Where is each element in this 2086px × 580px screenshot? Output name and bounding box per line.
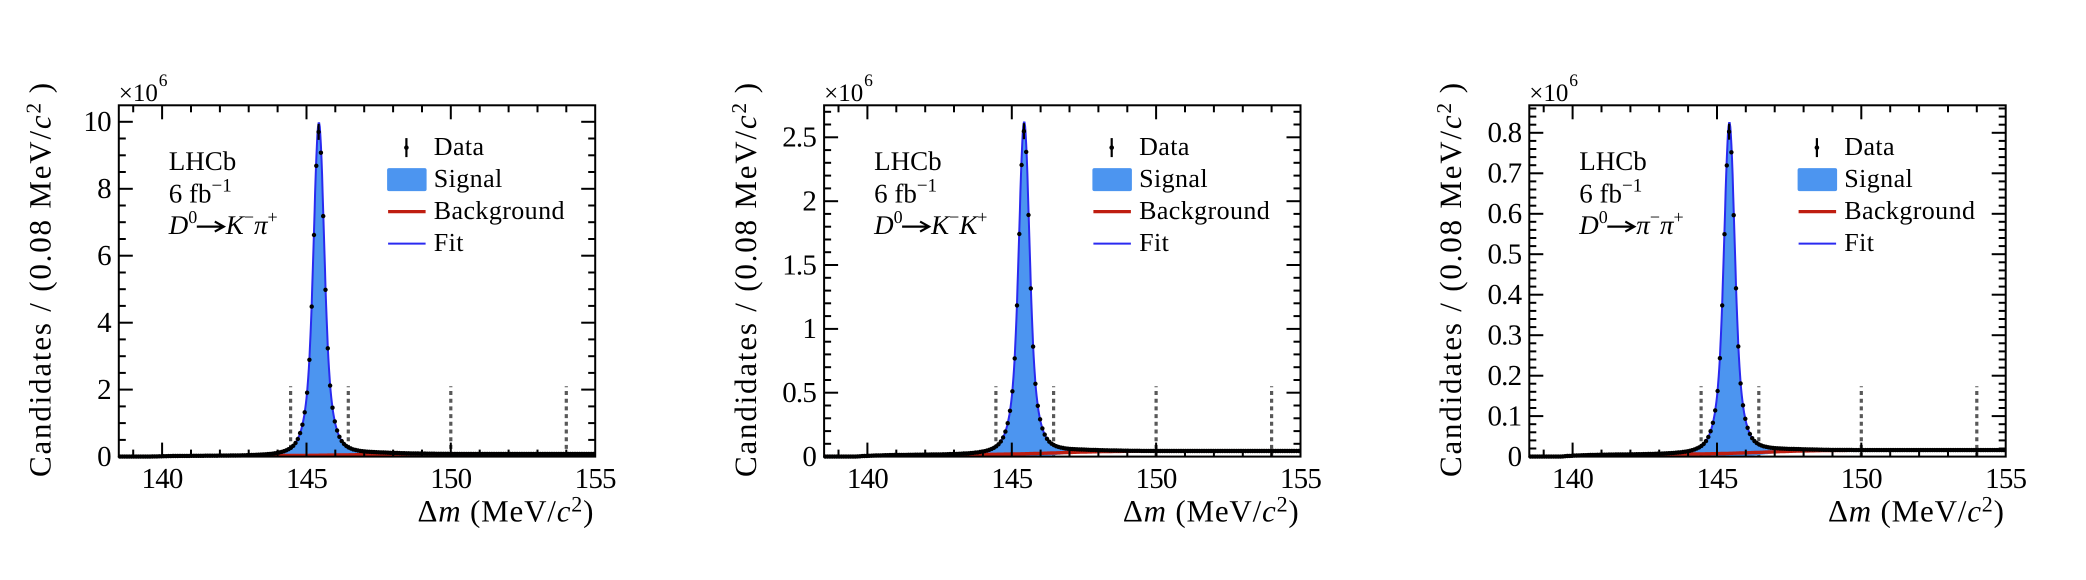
svg-text:Candidates / (0.08 MeV/c2 ): Candidates / (0.08 MeV/c2 ) bbox=[22, 81, 58, 477]
svg-text:155: 155 bbox=[575, 463, 616, 495]
svg-text:145: 145 bbox=[1696, 463, 1737, 495]
svg-text:0.2: 0.2 bbox=[1487, 360, 1521, 392]
svg-text:2: 2 bbox=[97, 374, 111, 406]
svg-text:1.5: 1.5 bbox=[782, 249, 816, 281]
svg-text:Signal: Signal bbox=[1844, 164, 1913, 193]
svg-text:K−K+: K−K+ bbox=[930, 207, 987, 240]
svg-text:6: 6 bbox=[97, 240, 111, 272]
svg-text:D0: D0 bbox=[1578, 207, 1608, 240]
svg-text:Fit: Fit bbox=[434, 228, 464, 257]
svg-text:0.5: 0.5 bbox=[1487, 239, 1521, 271]
svg-text:6: 6 bbox=[864, 70, 873, 90]
svg-text:×10: ×10 bbox=[824, 80, 863, 107]
svg-text:140: 140 bbox=[1552, 463, 1593, 495]
svg-text:Background: Background bbox=[1139, 196, 1270, 225]
svg-text:0.8: 0.8 bbox=[1487, 117, 1521, 149]
svg-text:×10: ×10 bbox=[1529, 80, 1568, 107]
svg-text:LHCb: LHCb bbox=[1579, 146, 1647, 176]
svg-text:Δm (MeV/c2): Δm (MeV/c2) bbox=[418, 492, 595, 529]
svg-text:Signal: Signal bbox=[1139, 164, 1208, 193]
svg-text:0.3: 0.3 bbox=[1487, 320, 1521, 352]
svg-text:1: 1 bbox=[802, 313, 816, 345]
svg-text:Data: Data bbox=[1139, 132, 1190, 161]
svg-text:Δm (MeV/c2): Δm (MeV/c2) bbox=[1828, 492, 2005, 529]
svg-text:Data: Data bbox=[1844, 132, 1895, 161]
svg-text:150: 150 bbox=[430, 463, 471, 495]
svg-text:6: 6 bbox=[1569, 70, 1578, 90]
svg-text:0: 0 bbox=[97, 441, 111, 473]
svg-text:140: 140 bbox=[847, 463, 888, 495]
svg-text:Candidates / (0.08 MeV/c2 ): Candidates / (0.08 MeV/c2 ) bbox=[1432, 81, 1468, 477]
svg-text:8: 8 bbox=[97, 173, 111, 205]
svg-text:6: 6 bbox=[159, 70, 168, 90]
svg-text:0.7: 0.7 bbox=[1487, 158, 1521, 190]
svg-text:145: 145 bbox=[286, 463, 327, 495]
svg-text:K−π+: K−π+ bbox=[225, 207, 278, 240]
svg-text:145: 145 bbox=[991, 463, 1032, 495]
svg-text:Candidates / (0.08 MeV/c2 ): Candidates / (0.08 MeV/c2 ) bbox=[727, 81, 763, 477]
svg-text:10: 10 bbox=[83, 106, 111, 138]
svg-text:Δm (MeV/c2): Δm (MeV/c2) bbox=[1123, 492, 1300, 529]
svg-text:Data: Data bbox=[434, 132, 485, 161]
svg-text:0.6: 0.6 bbox=[1487, 198, 1521, 230]
svg-text:π−π+: π−π+ bbox=[1636, 207, 1683, 240]
svg-text:Fit: Fit bbox=[1844, 228, 1874, 257]
svg-text:2.5: 2.5 bbox=[782, 122, 816, 154]
svg-text:Fit: Fit bbox=[1139, 228, 1169, 257]
svg-text:0: 0 bbox=[1508, 441, 1522, 473]
svg-text:Background: Background bbox=[434, 196, 565, 225]
svg-text:0.5: 0.5 bbox=[782, 377, 816, 409]
svg-text:D0: D0 bbox=[168, 207, 198, 240]
svg-text:×10: ×10 bbox=[119, 80, 158, 107]
svg-text:150: 150 bbox=[1136, 463, 1177, 495]
svg-text:140: 140 bbox=[142, 463, 183, 495]
svg-text:0: 0 bbox=[802, 441, 816, 473]
svg-text:Signal: Signal bbox=[434, 164, 503, 193]
svg-text:155: 155 bbox=[1985, 463, 2026, 495]
svg-text:D0: D0 bbox=[873, 207, 903, 240]
svg-text:4: 4 bbox=[97, 307, 112, 339]
svg-text:155: 155 bbox=[1280, 463, 1321, 495]
svg-text:150: 150 bbox=[1841, 463, 1882, 495]
svg-text:2: 2 bbox=[802, 186, 816, 218]
svg-text:0.4: 0.4 bbox=[1487, 279, 1522, 311]
svg-text:LHCb: LHCb bbox=[169, 146, 237, 176]
svg-text:Background: Background bbox=[1844, 196, 1975, 225]
svg-text:0.1: 0.1 bbox=[1487, 400, 1521, 432]
svg-text:LHCb: LHCb bbox=[874, 146, 942, 176]
